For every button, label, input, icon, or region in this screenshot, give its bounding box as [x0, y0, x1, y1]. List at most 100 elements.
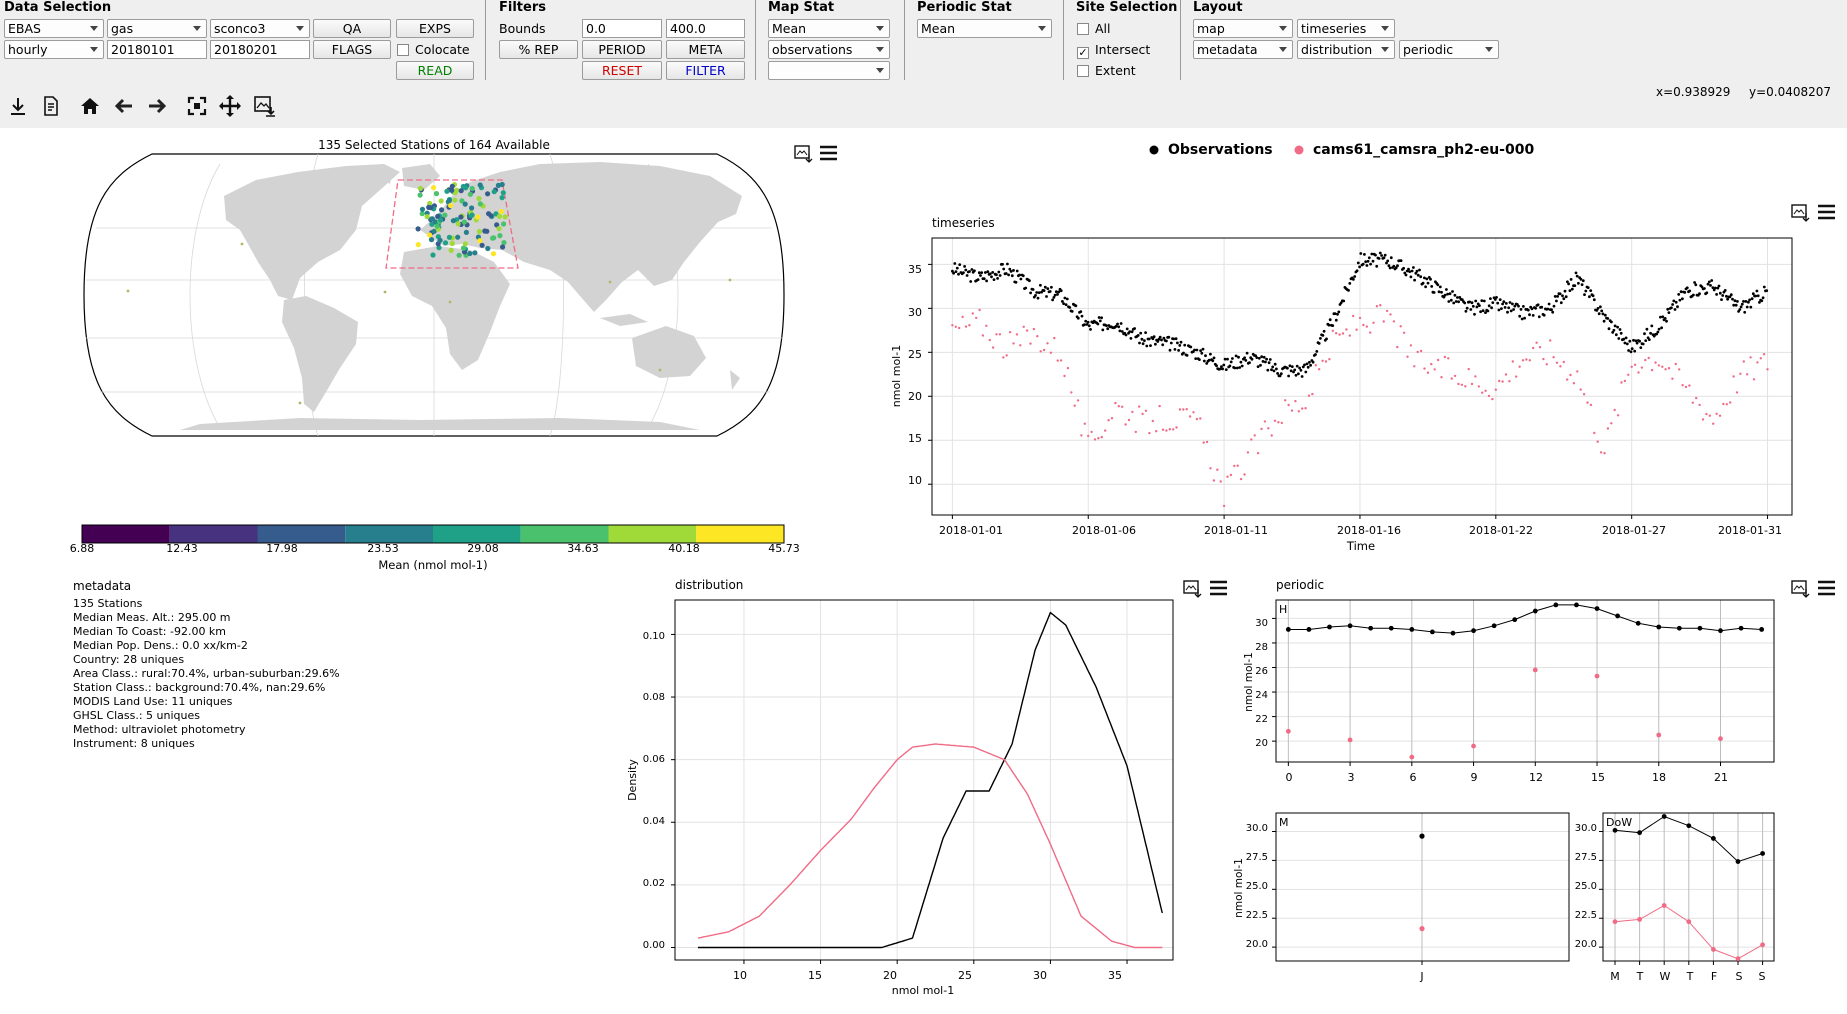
chevron-down-icon [1381, 26, 1389, 31]
resolution-combo[interactable]: hourly [4, 40, 104, 59]
observation-point [1705, 291, 1709, 295]
observation-point [1010, 274, 1014, 278]
periodic-stat-combo[interactable]: Mean [917, 19, 1052, 38]
observation-point [1070, 310, 1074, 313]
menu-icon[interactable] [1210, 580, 1227, 596]
flags-button[interactable]: FLAGS [313, 40, 391, 59]
layout-slot2-combo[interactable]: timeseries [1297, 19, 1395, 38]
y-tick-label: 0.10 [643, 631, 665, 642]
bounds-max-field[interactable]: 400.0 [666, 19, 745, 38]
x-tick-label: 15 [1591, 771, 1605, 784]
observation-point [1676, 625, 1682, 631]
read-button[interactable]: READ [396, 61, 474, 80]
observation-point [1566, 280, 1569, 284]
all-checkbox[interactable]: All [1077, 22, 1111, 36]
checkmark-icon[interactable]: ✓ [1077, 46, 1089, 59]
observation-point [1745, 305, 1749, 309]
home-icon[interactable] [78, 94, 102, 118]
observation-point [979, 274, 982, 277]
colocate-checkbox[interactable]: Colocate [397, 43, 470, 57]
experiment-point [1735, 956, 1741, 962]
meta-button[interactable]: META [666, 40, 745, 59]
observation-point [1496, 301, 1500, 305]
layout-slot3-combo[interactable]: metadata [1193, 40, 1293, 59]
back-arrow-icon[interactable] [112, 94, 136, 118]
checkbox-box[interactable] [1077, 65, 1089, 77]
month-axes [1275, 812, 1570, 962]
save-image-icon[interactable] [1791, 204, 1810, 222]
observation-point [1567, 282, 1570, 286]
observation-point [1096, 322, 1100, 326]
observation-point [1517, 304, 1520, 308]
experiment-point [1593, 431, 1596, 435]
forward-arrow-icon[interactable] [145, 94, 169, 118]
experiment-point [1104, 429, 1107, 432]
observation-point [976, 278, 980, 281]
observation-point [1618, 328, 1622, 331]
observation-point [1697, 625, 1703, 631]
filter-button[interactable]: FILTER [666, 61, 745, 80]
observation-point [1575, 274, 1579, 278]
exps-button[interactable]: EXPS [396, 19, 474, 38]
pan-icon[interactable] [218, 94, 242, 118]
observation-point [1052, 296, 1056, 299]
experiment-point [1409, 754, 1415, 760]
map-extra-combo[interactable] [768, 61, 890, 80]
end-date-field[interactable]: 20180201 [210, 40, 310, 59]
species-combo[interactable]: sconco3 [210, 19, 310, 38]
observation-point [990, 275, 993, 279]
observation-point [1569, 278, 1573, 281]
x-tick-label: 30 [1033, 969, 1047, 982]
station-marker [490, 235, 496, 241]
map-dataset-combo[interactable]: observations [768, 40, 890, 59]
station-marker [502, 214, 508, 220]
species-group-combo[interactable]: gas [107, 19, 207, 38]
observation-point [1008, 267, 1012, 271]
observation-point [1292, 370, 1295, 374]
observation-point [1540, 305, 1544, 309]
observation-point [1661, 814, 1667, 819]
report-icon[interactable] [39, 94, 63, 118]
percent-rep-button[interactable]: % REP [499, 40, 578, 59]
observation-point [1089, 328, 1092, 331]
hour-data [1285, 602, 1765, 760]
distribution-axes [674, 599, 1174, 961]
checkbox-box[interactable] [1077, 23, 1089, 35]
layout-slot5-combo[interactable]: periodic [1399, 40, 1499, 59]
zoom-icon[interactable] [185, 94, 209, 118]
observation-point [1486, 309, 1490, 313]
checkbox-box[interactable] [397, 44, 409, 56]
bounds-min-field[interactable]: 0.0 [582, 19, 662, 38]
qa-button[interactable]: QA [313, 19, 391, 38]
menu-icon[interactable] [1818, 204, 1835, 220]
observation-point [1639, 346, 1643, 349]
experiment-point [1508, 380, 1511, 383]
layout-slot4-combo[interactable]: distribution [1297, 40, 1395, 59]
station-marker [240, 242, 244, 246]
menu-icon[interactable] [1818, 580, 1835, 596]
save-image-icon[interactable] [794, 145, 813, 163]
map-stat-combo[interactable]: Mean [768, 19, 890, 38]
observation-point [1602, 319, 1606, 323]
period-button[interactable]: PERIOD [582, 40, 662, 59]
download-icon[interactable] [6, 94, 30, 118]
observation-point [1359, 252, 1363, 255]
observation-point [1574, 271, 1578, 275]
observation-point [1034, 294, 1037, 297]
layout-slot1-combo[interactable]: map [1193, 19, 1293, 38]
extent-checkbox[interactable]: Extent [1077, 64, 1136, 78]
observation-point [1130, 330, 1134, 334]
save-figure-icon[interactable] [252, 94, 276, 118]
start-date-field[interactable]: 20180101 [107, 40, 207, 59]
experiment-point [1134, 430, 1138, 434]
save-image-icon[interactable] [1183, 580, 1202, 598]
observation-point [1751, 292, 1755, 296]
intersect-checkbox[interactable]: ✓ Intersect [1077, 42, 1151, 59]
network-combo[interactable]: EBAS [4, 19, 104, 38]
observation-point [1424, 285, 1427, 289]
menu-icon[interactable] [820, 145, 837, 161]
observation-point [1726, 297, 1729, 301]
save-image-icon[interactable] [1791, 580, 1810, 598]
reset-button[interactable]: RESET [582, 61, 662, 80]
observation-point [1512, 308, 1515, 311]
